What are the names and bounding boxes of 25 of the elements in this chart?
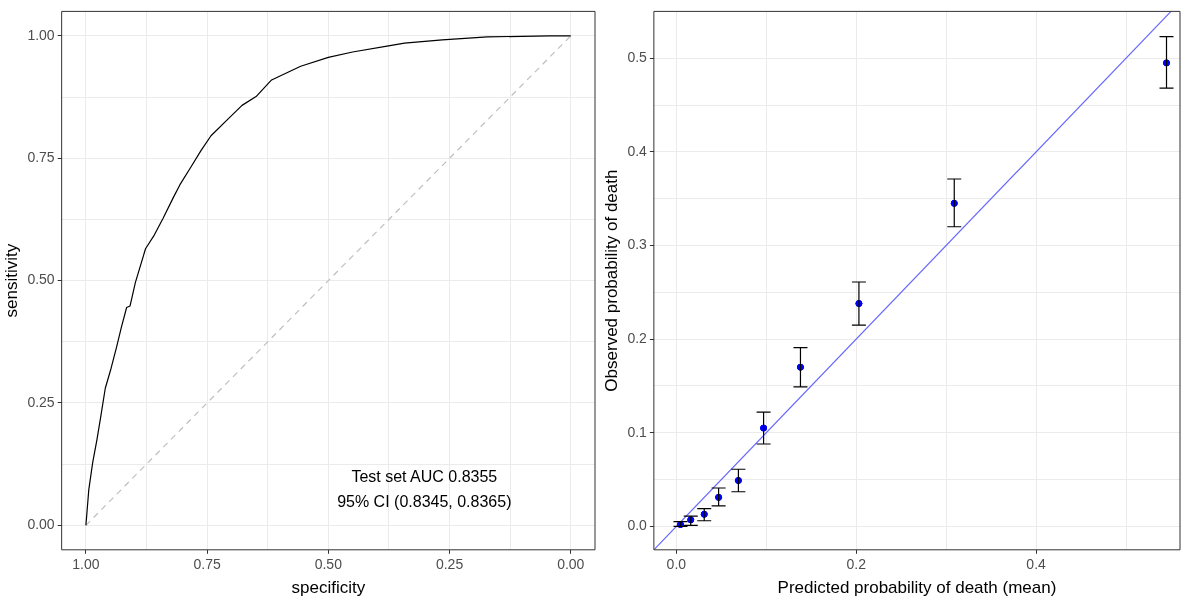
y-tick-label: 1.00 [27,26,55,43]
x-tick-label: 0.2 [846,556,867,573]
y-tick-label: 0.25 [27,393,55,410]
y-tick-label: 0.5 [627,49,648,66]
y-axis-title: sensitivity [1,243,21,318]
x-tick-label: 0.4 [1026,556,1047,573]
y-tick-label: 0.4 [627,142,648,159]
y-axis-title: Observed probability of death [601,169,621,392]
x-tick-label: 0.75 [193,556,221,573]
y-tick-label: 0.3 [627,236,648,253]
x-tick-label: 0.0 [666,556,687,573]
y-tick-label: 0.1 [627,423,648,440]
annotation: 95% CI (0.8345, 0.8365) [337,492,512,510]
y-tick-label: 0.0 [627,517,648,534]
x-tick-label: 0.00 [557,556,585,573]
y-tick-label: 0.2 [627,329,648,346]
x-tick-label: 0.50 [314,556,343,573]
x-tick-label: 0.25 [435,556,464,573]
x-axis-title: specificity [291,578,366,598]
x-tick-label: 1.00 [72,556,100,573]
y-tick-label: 0.75 [27,149,55,166]
annotation: Test set AUC 0.8355 [351,467,498,485]
y-tick-label: 0.00 [27,516,55,533]
x-axis-title: Predicted probability of death (mean) [777,578,1057,598]
y-tick-label: 0.50 [27,271,55,288]
